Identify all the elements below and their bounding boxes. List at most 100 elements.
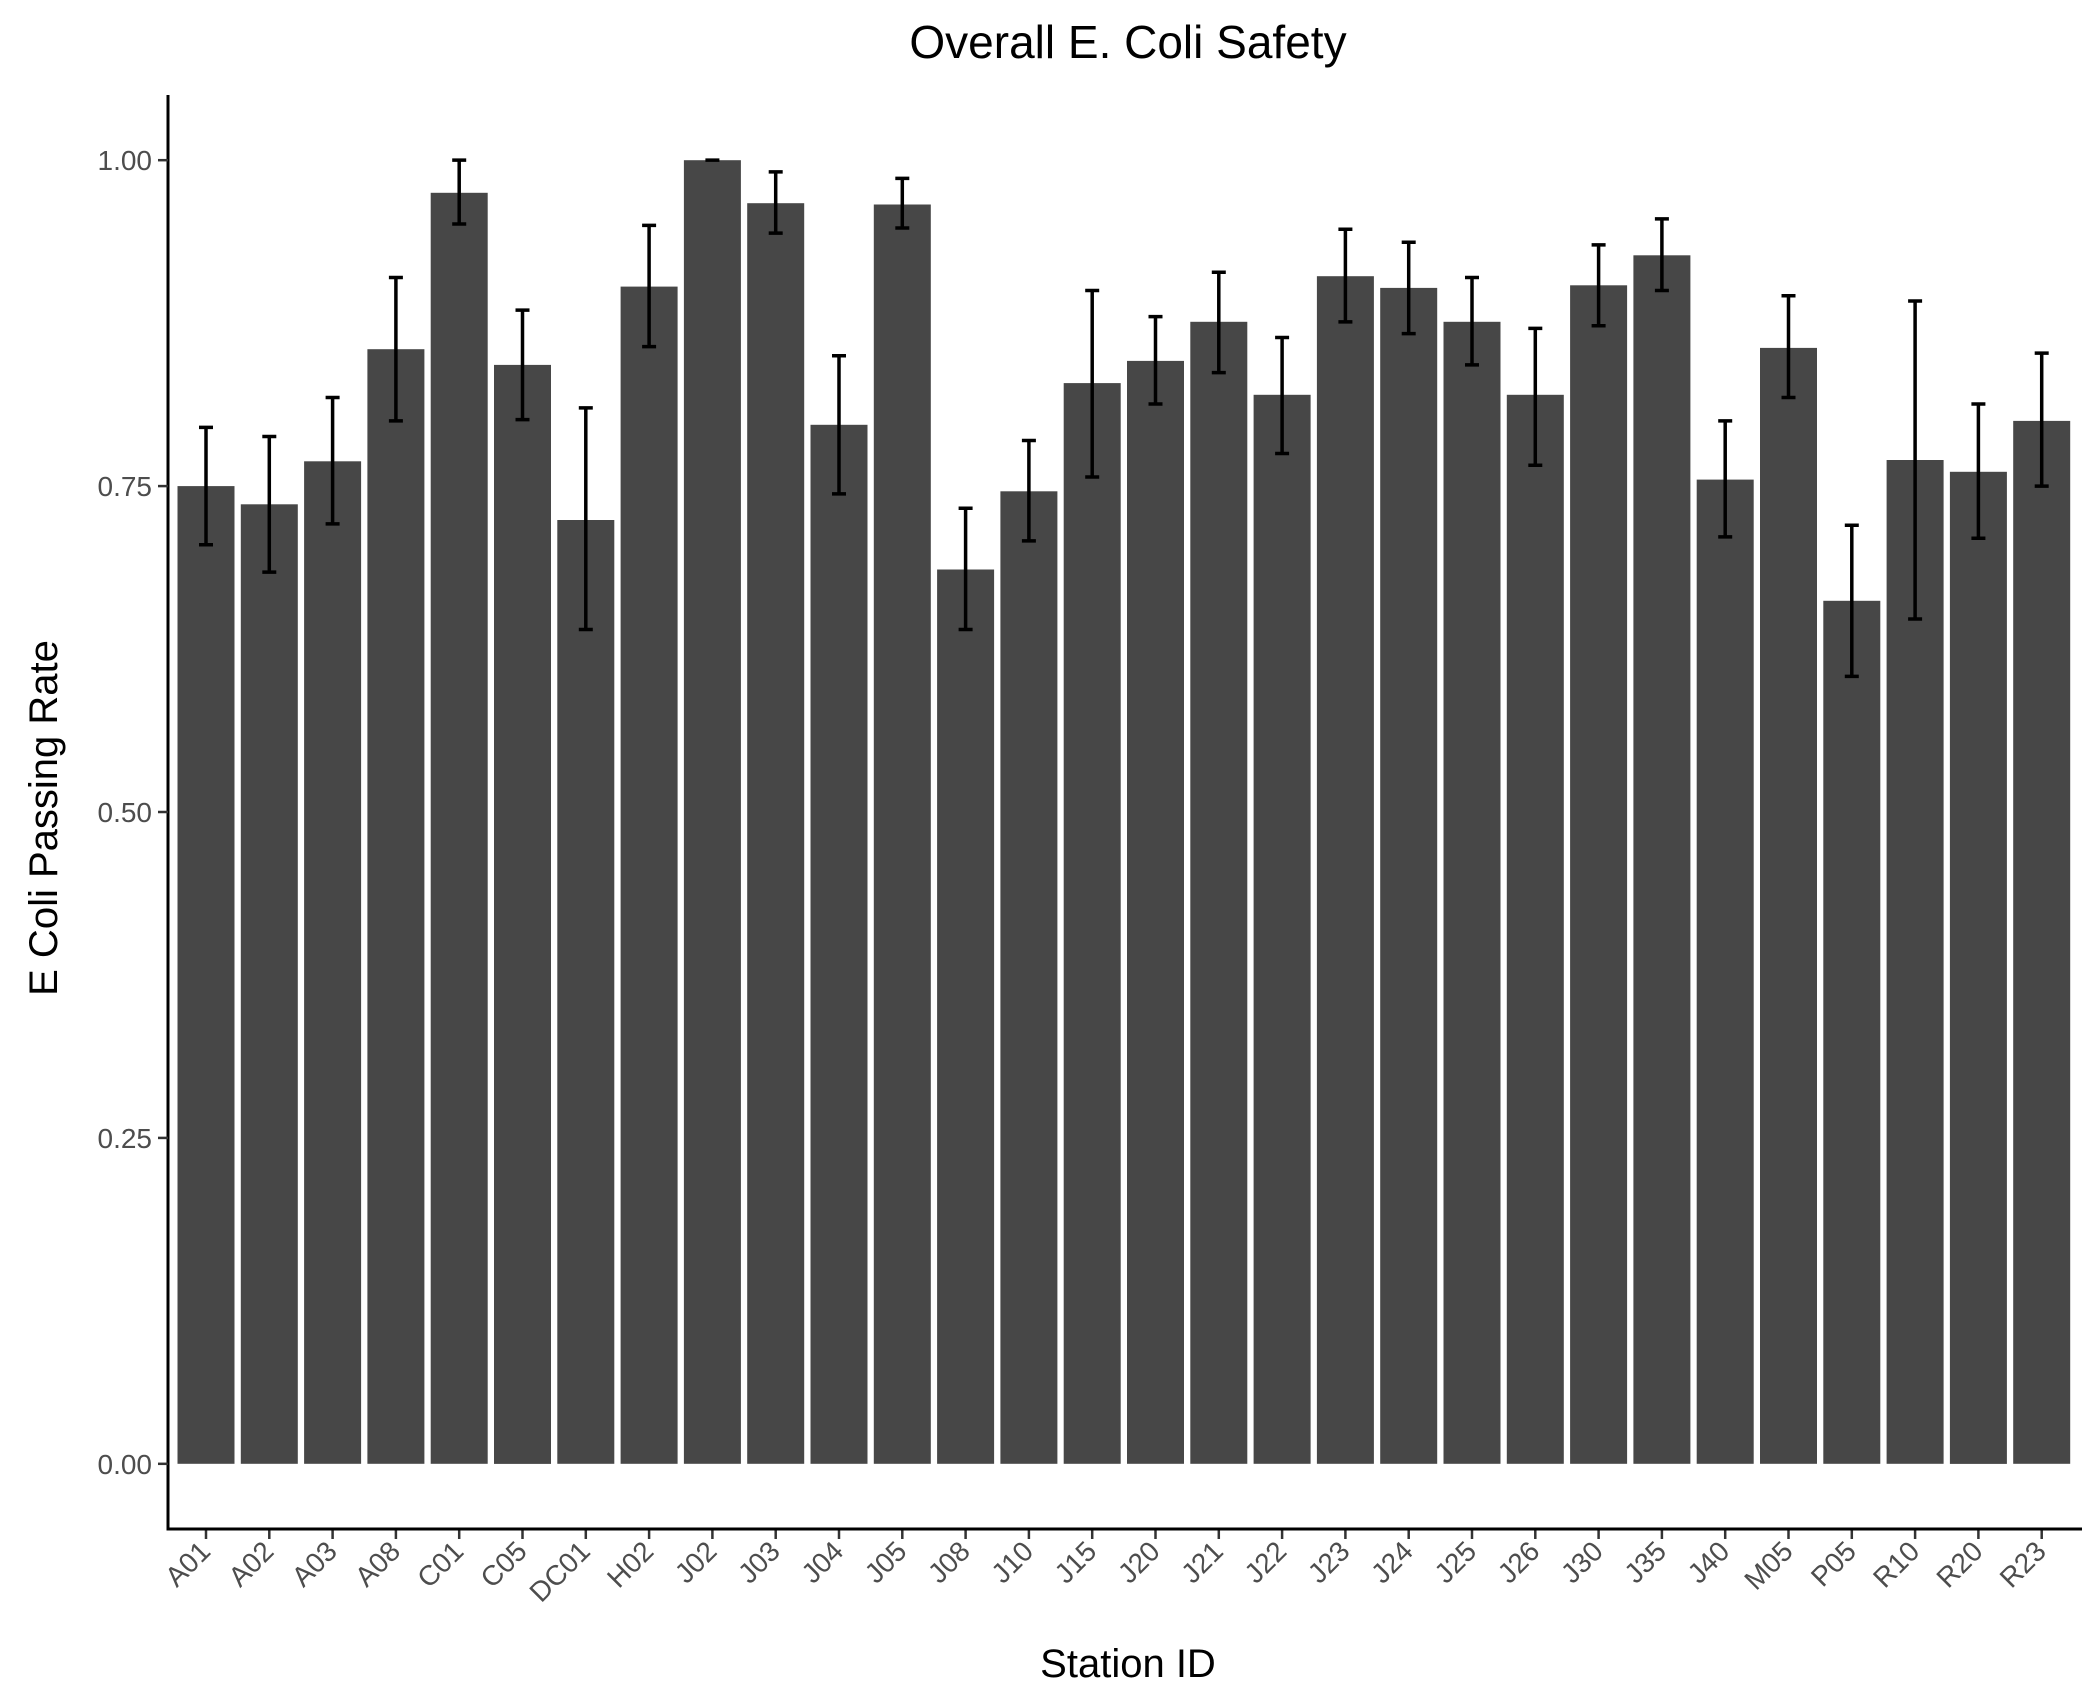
bars-group [177,160,2071,1464]
x-tick-label-J04: J04 [795,1535,849,1589]
error-bar-DC01 [578,406,593,632]
error-bar-J04 [832,353,846,496]
x-tick-label-J10: J10 [985,1535,1039,1589]
bar-J40 [1696,479,1754,1464]
x-tick-label-J26: J26 [1492,1535,1546,1589]
bar-R20 [1949,471,2007,1464]
x-tick-label-J02: J02 [669,1535,723,1589]
bar-J21 [1190,321,1248,1464]
bar-P05 [1823,600,1881,1464]
x-tick-label-J15: J15 [1049,1535,1103,1589]
error-bar-J40 [1718,419,1733,539]
bar-J24 [1380,287,1438,1464]
error-bar-J23 [1338,227,1353,324]
error-bar-A08 [388,275,403,423]
error-bar-J30 [1591,243,1606,328]
error-bar-R10 [1908,299,1923,621]
bar-R23 [2013,420,2071,1464]
x-axis-title: Station ID [1040,1642,1216,1686]
bar-A02 [240,504,298,1464]
bar-A08 [367,349,425,1464]
x-tick-label-H02: H02 [601,1535,659,1593]
error-bar-J35 [1654,217,1669,293]
bar-A03 [304,461,362,1464]
y-axis-title: E Coli Passing Rate [22,640,66,996]
x-tick-label-J08: J08 [922,1535,976,1589]
y-tick-label-0.75: 0.75 [98,471,153,502]
error-bar-J21 [1211,270,1226,375]
error-bar-C05 [515,308,530,422]
x-tick-label-J25: J25 [1428,1535,1482,1589]
x-tick-label-A02: A02 [222,1535,279,1592]
x-tick-label-A01: A01 [159,1535,216,1592]
bar-J05 [873,204,931,1464]
bar-J08 [937,569,995,1464]
bar-M05 [1760,347,1817,1464]
x-tick-label-A03: A03 [286,1535,343,1592]
error-bar-J10 [1021,438,1036,543]
error-bar-M05 [1781,294,1796,400]
bar-DC01 [557,520,615,1464]
bar-J20 [1127,360,1184,1464]
error-bar-H02 [642,223,657,349]
x-tick-label-J23: J23 [1302,1535,1356,1589]
chart-title: Overall E. Coli Safety [909,16,1346,68]
bar-H02 [620,286,678,1464]
x-tick-label-J40: J40 [1682,1535,1736,1589]
bar-A01 [177,486,235,1464]
error-bar-J24 [1401,240,1416,336]
error-bar-J20 [1148,314,1163,406]
x-tick-label-P05: P05 [1805,1535,1862,1592]
bar-J10 [1000,491,1058,1464]
y-tick-label-1.00: 1.00 [98,145,153,176]
bar-J22 [1253,394,1311,1464]
bar-J03 [747,203,805,1464]
bar-J23 [1316,276,1374,1464]
bar-R10 [1886,460,1944,1464]
bar-J26 [1506,394,1564,1464]
x-tick-label-R20: R20 [1930,1535,1988,1593]
x-tick-label-J30: J30 [1555,1535,1609,1589]
x-tick-label-A08: A08 [349,1535,406,1592]
bar-J04 [810,424,868,1464]
error-bar-R23 [2034,351,2049,488]
x-tick-label-J05: J05 [859,1535,913,1589]
bar-C01 [430,192,488,1464]
bar-J02 [683,160,741,1464]
error-bar-J15 [1085,288,1100,479]
x-tick-label-J24: J24 [1365,1535,1419,1589]
error-bar-J05 [895,176,910,230]
error-bar-C01 [452,158,467,226]
error-bar-P05 [1844,523,1859,679]
y-tick-label-0.00: 0.00 [98,1449,153,1480]
x-tick-label-R23: R23 [1994,1535,2052,1593]
x-tick-label-J20: J20 [1112,1535,1166,1589]
error-bar-J25 [1465,275,1479,367]
x-tick-label-DC01: DC01 [523,1535,596,1608]
y-tick-label-0.25: 0.25 [98,1123,153,1154]
x-tick-label-J35: J35 [1618,1535,1672,1589]
bar-J35 [1633,255,1691,1464]
bar-C05 [494,364,551,1464]
x-tick-label-J21: J21 [1175,1535,1229,1589]
error-bar-A01 [199,425,213,547]
x-tick-label-M05: M05 [1738,1535,1798,1595]
x-tick-label-C01: C01 [411,1535,469,1593]
error-bar-J08 [958,506,973,632]
error-bar-R20 [1971,402,1986,540]
error-bar-J03 [768,170,783,235]
error-bars-group [199,158,2049,679]
error-bar-A02 [262,434,277,574]
x-tick-label-J22: J22 [1238,1535,1292,1589]
y-axis: 0.00 0.25 0.50 0.75 1.00 [98,95,170,1531]
error-bar-A03 [325,395,340,526]
bar-J30 [1570,285,1628,1464]
x-tick-label-J03: J03 [732,1535,786,1589]
error-bar-J22 [1275,335,1290,456]
bar-J15 [1063,383,1121,1464]
x-tick-label-R10: R10 [1867,1535,1925,1593]
bar-J25 [1443,321,1501,1464]
y-tick-label-0.50: 0.50 [98,797,153,828]
